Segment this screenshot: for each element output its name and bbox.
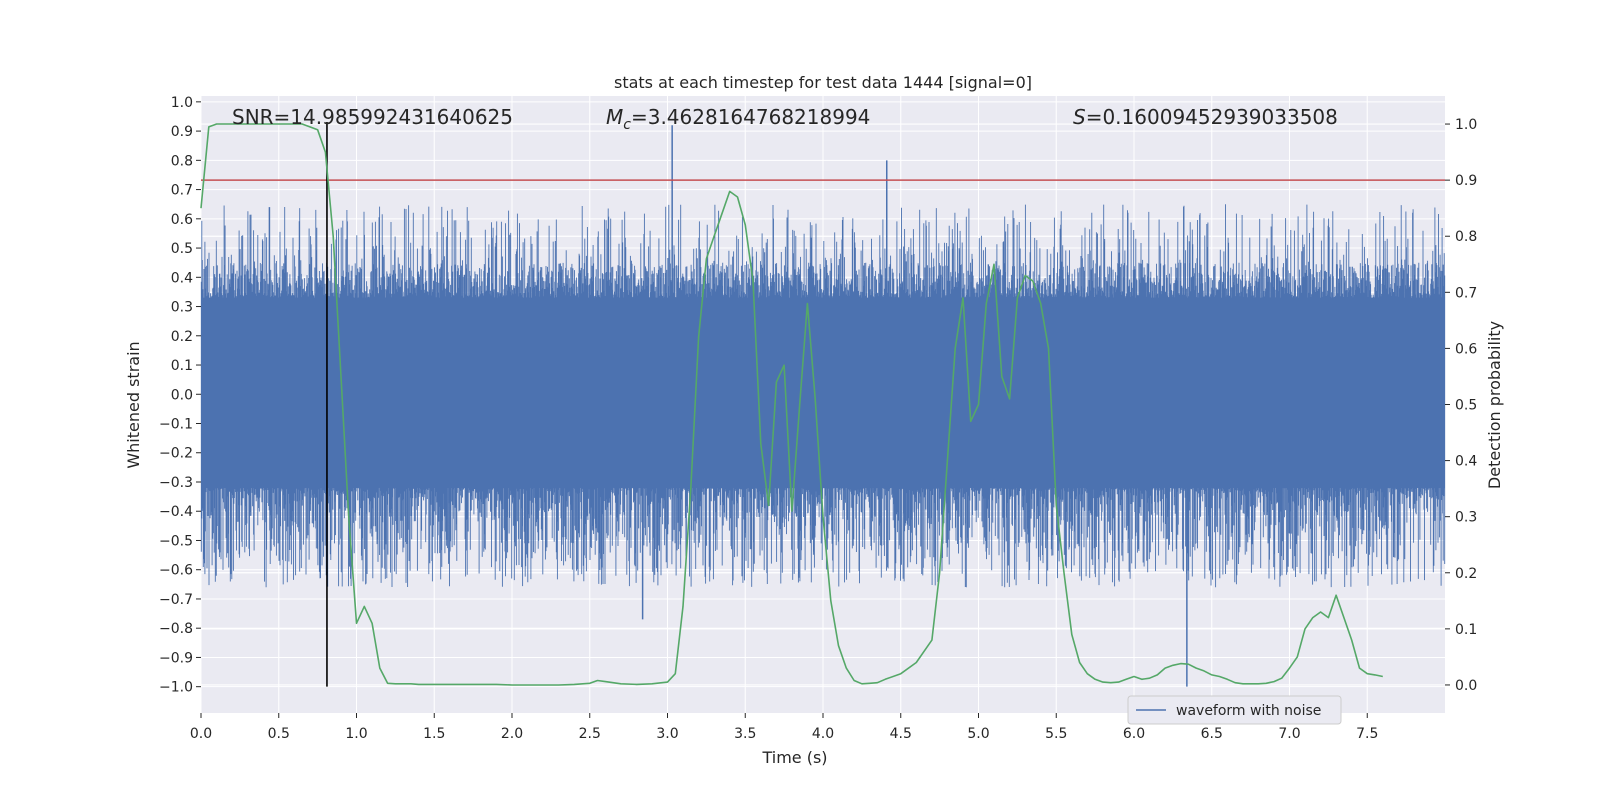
- overlay-lines: [200, 122, 1445, 687]
- x-tick-label: 1.0: [345, 726, 367, 742]
- s-annotation: S=0.16009452939033508: [1073, 105, 1338, 129]
- y-tick-label: −0.3: [159, 475, 193, 491]
- y-tick-label: 0.7: [171, 183, 193, 199]
- y-tick-label: −0.8: [159, 621, 193, 637]
- y2-axis-label: Detection probability: [1485, 321, 1504, 489]
- y2-tick-label: 0.2: [1455, 566, 1477, 582]
- x-tick-label: 2.0: [501, 726, 523, 742]
- x-tick-label: 6.0: [1123, 726, 1145, 742]
- detection-probability-line: [200, 123, 1383, 686]
- y-tick-label: 0.6: [171, 212, 193, 228]
- waveform-trace: [200, 204, 1446, 588]
- y-tick-label: 0.4: [171, 270, 193, 286]
- s-value: =0.16009452939033508: [1086, 105, 1338, 129]
- x-tick-label: 4.0: [812, 726, 834, 742]
- x-tick-label: 3.5: [734, 726, 756, 742]
- y2-tick-label: 0.0: [1455, 678, 1477, 694]
- y2-tick-label: 0.5: [1455, 398, 1477, 414]
- x-tick-label: 0.0: [190, 726, 212, 742]
- mc-subscript: c: [623, 117, 631, 133]
- y2-tick-label: 0.3: [1455, 510, 1477, 526]
- x-tick-label: 7.5: [1356, 726, 1378, 742]
- y-tick-label: 0.1: [171, 358, 193, 374]
- s-symbol: S: [1073, 105, 1086, 129]
- y-tick-label: −0.5: [159, 533, 193, 549]
- mc-value: =3.4628164768218994: [631, 105, 870, 129]
- snr-annotation: SNR=14.985992431640625: [232, 105, 513, 129]
- y2-tick-label: 1.0: [1455, 117, 1477, 133]
- y-tick-label: −0.2: [159, 446, 193, 462]
- y-axis-label: Whitened strain: [124, 341, 143, 468]
- x-tick-label: 2.5: [579, 726, 601, 742]
- y-tick-label: −1.0: [159, 680, 193, 696]
- y2-tick-label: 0.4: [1455, 454, 1477, 470]
- x-tick-label: 6.5: [1201, 726, 1223, 742]
- x-tick-label: 5.0: [967, 726, 989, 742]
- y2-tick-label: 0.1: [1455, 622, 1477, 638]
- x-tick-label: 3.0: [656, 726, 678, 742]
- y-tick-label: 0.8: [171, 153, 193, 169]
- y-tick-label: 0.5: [171, 241, 193, 257]
- y-tick-label: −0.7: [159, 592, 193, 608]
- y-axis-ticks: 1.0 0.9 0.8 0.7 0.6 0.5 0.4 0.3 0.2 0.1 0.0 −0.1 −0.…: [159, 95, 201, 696]
- y-tick-label: 0.3: [171, 300, 193, 316]
- y2-tick-label: 0.6: [1455, 341, 1477, 357]
- x-tick-label: 0.5: [268, 726, 290, 742]
- y2-axis-ticks: 1.0 0.9 0.8 0.7 0.6 0.5 0.4 0.3 0.2 0.1 0.0: [1445, 117, 1477, 694]
- y-tick-label: −0.9: [159, 650, 193, 666]
- x-tick-label: 7.0: [1278, 726, 1300, 742]
- waveform-series: [200, 125, 1446, 687]
- y2-tick-label: 0.9: [1455, 173, 1477, 189]
- y2-tick-label: 0.8: [1455, 229, 1477, 245]
- y-tick-label: −0.4: [159, 504, 193, 520]
- legend-box: [1127, 695, 1342, 725]
- y-tick-label: −0.6: [159, 563, 193, 579]
- y2-tick-label: 0.7: [1455, 285, 1477, 301]
- x-tick-label: 5.5: [1045, 726, 1067, 742]
- y-tick-label: 0.9: [171, 124, 193, 140]
- y-tick-label: −0.1: [159, 417, 193, 433]
- x-tick-label: 1.5: [423, 726, 445, 742]
- mc-annotation: Mc=3.4628164768218994: [606, 105, 870, 133]
- mc-symbol: M: [606, 105, 623, 129]
- legend-label: waveform with noise: [1176, 703, 1321, 719]
- x-axis-ticks: 0.0 0.5 1.0 1.5 2.0 2.5 3.0 3.5 4.0 4.5 5.0 5.5 6.0 6…: [190, 713, 1378, 742]
- y-tick-label: 0.2: [171, 329, 193, 345]
- y-tick-label: 0.0: [171, 387, 193, 403]
- x-tick-label: 4.5: [890, 726, 912, 742]
- x-axis-label: Time (s): [761, 748, 827, 767]
- chart-title: stats at each timestep for test data 144…: [614, 73, 1032, 92]
- legend: waveform with noise: [1127, 695, 1342, 725]
- y-tick-label: 1.0: [171, 95, 193, 111]
